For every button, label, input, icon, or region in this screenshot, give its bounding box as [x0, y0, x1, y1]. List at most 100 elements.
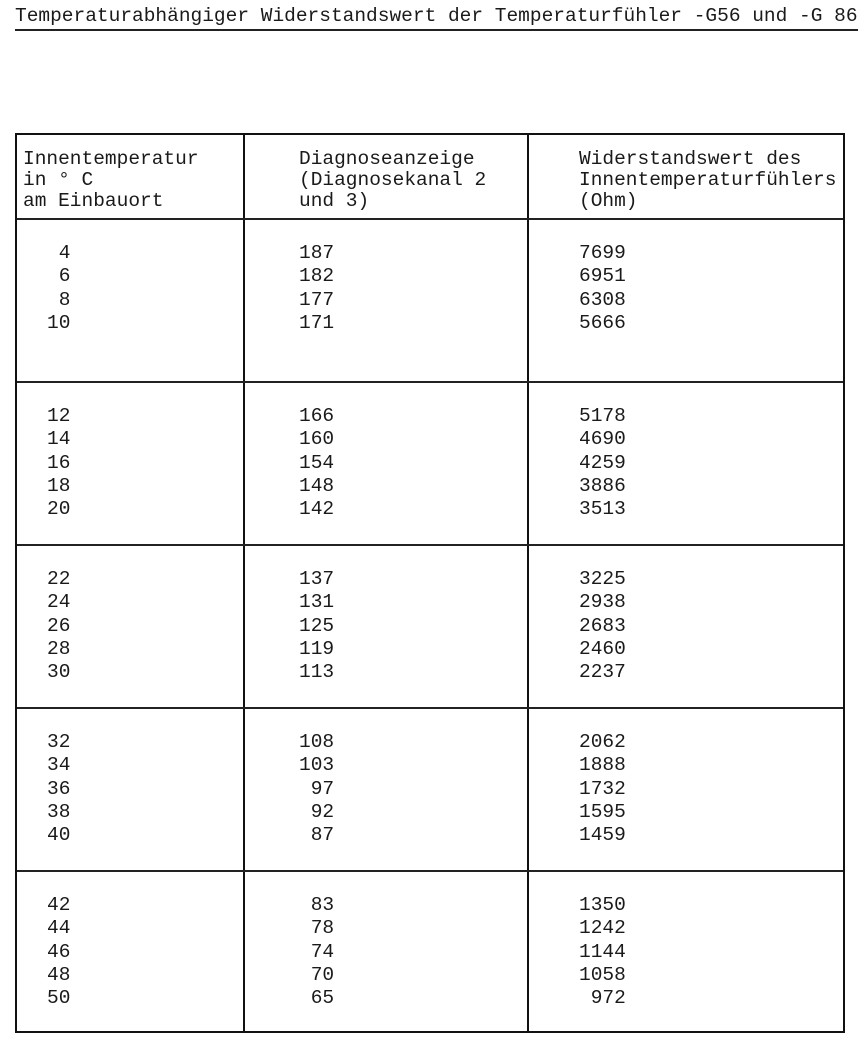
- temperature-value: 30: [47, 661, 71, 684]
- resistance-value: 7699: [579, 242, 626, 264]
- temperature-value: 32: [47, 731, 71, 753]
- cell-temperature: 32 34 36 38 40: [47, 731, 70, 847]
- diagnosis-value: 92: [310, 800, 335, 823]
- row-group: 12 14 16 18 20 166 160 154 148 142 5178 4690 4259 388…: [17, 381, 843, 544]
- diagnosis-value: 160: [299, 428, 335, 451]
- diagnosis-value: 108: [299, 731, 335, 753]
- resistance-value: 3225: [579, 568, 626, 590]
- column-divider: [527, 135, 529, 1031]
- cell-diagnosis: 137 131 125 119 113: [299, 568, 334, 684]
- temperature-value: 50: [47, 987, 71, 1010]
- resistance-table: Innentemperatur in ° C am Einbauort Diag…: [15, 133, 845, 1033]
- diagnosis-value: 70: [310, 963, 335, 986]
- temperature-value: 26: [47, 614, 71, 637]
- resistance-value: 2237: [579, 661, 626, 684]
- cell-diagnosis: 83 78 74 70 65: [299, 894, 334, 1010]
- temperature-value: 4: [58, 242, 71, 264]
- cell-resistance: 5178 4690 4259 3886 3513: [579, 405, 626, 521]
- resistance-value: 1595: [579, 800, 626, 823]
- row-group: 22 24 26 28 30 137 131 125 119 113 3225 2938 2683 246…: [17, 544, 843, 707]
- cell-temperature: 4 6 8 10: [47, 242, 70, 335]
- temperature-value: 6: [58, 265, 71, 288]
- resistance-value: 1144: [579, 940, 626, 963]
- resistance-value: 1888: [579, 754, 626, 777]
- resistance-value: 6951: [579, 265, 626, 288]
- resistance-value: 1242: [579, 917, 626, 940]
- temperature-value: 8: [58, 288, 71, 311]
- resistance-value: 1058: [579, 963, 626, 986]
- temperature-value: 44: [47, 917, 71, 940]
- header-temperature: Innentemperatur in ° C am Einbauort: [23, 148, 199, 212]
- diagnosis-value: 187: [299, 242, 335, 264]
- header-diagnosis: Diagnoseanzeige (Diagnosekanal 2 und 3): [299, 148, 487, 212]
- resistance-value: 3886: [579, 474, 626, 497]
- resistance-value: 4690: [579, 428, 626, 451]
- cell-diagnosis: 166 160 154 148 142: [299, 405, 334, 521]
- diagnosis-value: 83: [310, 894, 335, 916]
- diagnosis-value: 113: [299, 661, 335, 684]
- diagnosis-value: 78: [310, 917, 335, 940]
- diagnosis-value: 171: [299, 311, 335, 334]
- cell-resistance: 1350 1242 1144 1058 972: [579, 894, 626, 1010]
- row-group: 42 44 46 48 50 83 78 74 70 65 1350 1242 1144 1058 972: [17, 870, 843, 1033]
- temperature-value: 16: [47, 451, 71, 474]
- temperature-value: 46: [47, 940, 71, 963]
- temperature-value: 48: [47, 963, 71, 986]
- cell-resistance: 3225 2938 2683 2460 2237: [579, 568, 626, 684]
- row-divider: [17, 218, 843, 220]
- cell-diagnosis: 187 182 177 171: [299, 242, 334, 335]
- row-divider: [17, 381, 843, 383]
- cell-temperature: 12 14 16 18 20: [47, 405, 70, 521]
- temperature-value: 18: [47, 474, 71, 497]
- temperature-value: 38: [47, 800, 71, 823]
- resistance-value: 3513: [579, 498, 626, 521]
- temperature-value: 40: [47, 824, 71, 847]
- document-title: Temperaturabhängiger Widerstandswert der…: [15, 4, 858, 31]
- resistance-value: 1459: [579, 824, 626, 847]
- diagnosis-value: 119: [299, 637, 335, 660]
- diagnosis-value: 137: [299, 568, 335, 590]
- resistance-value: 5666: [579, 311, 626, 334]
- diagnosis-value: 166: [299, 405, 335, 427]
- resistance-value: 2062: [579, 731, 626, 753]
- diagnosis-value: 154: [299, 451, 335, 474]
- resistance-value: 2938: [579, 591, 626, 614]
- resistance-value: 4259: [579, 451, 626, 474]
- diagnosis-value: 65: [310, 987, 335, 1010]
- row-divider: [17, 707, 843, 709]
- resistance-value: 1350: [579, 894, 626, 916]
- temperature-value: 24: [47, 591, 71, 614]
- diagnosis-value: 103: [299, 754, 335, 777]
- resistance-value: 1732: [579, 777, 626, 800]
- temperature-value: 12: [47, 405, 71, 427]
- resistance-value: 5178: [579, 405, 626, 427]
- row-group: 32 34 36 38 40 108 103 97 92 87 2062 1888 1732 1595 14…: [17, 707, 843, 870]
- diagnosis-value: 177: [299, 288, 335, 311]
- resistance-value: 2460: [579, 637, 626, 660]
- cell-temperature: 22 24 26 28 30: [47, 568, 70, 684]
- diagnosis-value: 74: [310, 940, 335, 963]
- diagnosis-value: 125: [299, 614, 335, 637]
- row-group: 4 6 8 10 187 182 177 171 7699 6951 6308 5666: [17, 218, 843, 381]
- temperature-value: 10: [47, 311, 71, 334]
- temperature-value: 22: [47, 568, 71, 590]
- cell-resistance: 2062 1888 1732 1595 1459: [579, 731, 626, 847]
- resistance-value: 2683: [579, 614, 626, 637]
- temperature-value: 20: [47, 498, 71, 521]
- diagnosis-value: 87: [310, 824, 335, 847]
- temperature-value: 34: [47, 754, 71, 777]
- header-resistance: Widerstandswert des Innentemperaturfühle…: [579, 148, 837, 212]
- cell-temperature: 42 44 46 48 50: [47, 894, 70, 1010]
- resistance-value: 6308: [579, 288, 626, 311]
- resistance-value: 972: [590, 987, 626, 1010]
- diagnosis-value: 131: [299, 591, 335, 614]
- temperature-value: 28: [47, 637, 71, 660]
- column-divider: [243, 135, 245, 1031]
- cell-diagnosis: 108 103 97 92 87: [299, 731, 334, 847]
- diagnosis-value: 148: [299, 474, 335, 497]
- temperature-value: 36: [47, 777, 71, 800]
- temperature-value: 42: [47, 894, 71, 916]
- diagnosis-value: 182: [299, 265, 335, 288]
- temperature-value: 14: [47, 428, 71, 451]
- row-divider: [17, 870, 843, 872]
